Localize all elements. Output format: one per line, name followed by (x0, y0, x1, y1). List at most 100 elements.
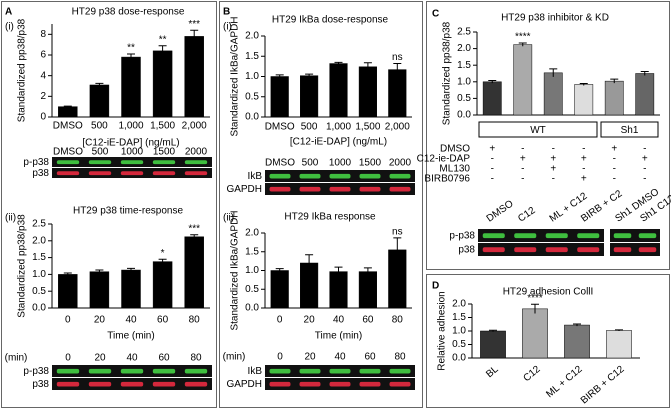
x-tick-label: 2,000 (385, 122, 410, 133)
y-tick-label: 6 (40, 50, 46, 61)
x-tick-label: 80 (189, 315, 201, 326)
blot-row-label: GAPDH (226, 379, 262, 390)
x-tick-label: BL (484, 364, 501, 381)
blot-band (389, 186, 411, 192)
blot-band (184, 171, 208, 176)
y-tick-label: 1.0 (245, 265, 259, 276)
treatment-sign: + (581, 154, 587, 165)
panel-label: D (432, 281, 439, 292)
blot-lane-label: 2000 (185, 147, 208, 158)
blot-band (56, 171, 80, 176)
blot-band (329, 186, 351, 192)
treatment-sign: - (521, 174, 524, 185)
group-box (600, 121, 659, 138)
blot-band (359, 173, 381, 179)
blot-band (152, 171, 176, 176)
error-bar (518, 42, 527, 47)
panel-label: A (5, 7, 12, 18)
blot-band (88, 160, 112, 165)
y-axis-label: Standardized pp38/p38 (17, 18, 28, 122)
error-bar (158, 258, 167, 264)
error-bar (488, 79, 497, 84)
chart-title: HT29 p38 inhibitor & KD (501, 13, 609, 24)
x-tick-label: 0 (277, 315, 283, 326)
blot-band (120, 160, 144, 165)
error-bar (275, 74, 284, 79)
blot-band (120, 381, 144, 387)
blot-lane-label: 20 (94, 353, 106, 364)
y-tick-label: 2.0 (32, 235, 46, 246)
x-tick-label: 40 (333, 315, 345, 326)
y-tick-label: 1.5 (452, 312, 466, 323)
panel-frame (219, 1, 423, 408)
error-bar (610, 78, 619, 84)
x-axis-label: [C12-iE-DAP] (ng/mL) (82, 138, 179, 149)
bar (574, 84, 594, 116)
significance-label: **** (527, 293, 543, 304)
treatment-name: DMSO (440, 144, 470, 155)
y-tick-label: 4 (40, 70, 46, 81)
x-axis-label: Time (min) (315, 331, 362, 342)
treatment-sign: - (643, 174, 646, 185)
x-tick-label: ML + C12 (544, 364, 585, 401)
y-tick-label: 1.0 (245, 71, 259, 82)
blot-row-label: GAPDH (226, 184, 262, 195)
blot-lane-label: 500 (92, 147, 109, 158)
blot-band (638, 247, 657, 253)
blot-lane-label: 80 (394, 352, 406, 363)
y-tick-label: 0 (40, 112, 46, 123)
group-label: WT (530, 125, 546, 136)
treatment-sign: + (550, 154, 556, 165)
blot-band (359, 368, 381, 374)
treatment-sign: - (491, 164, 494, 175)
treatment-sign: + (611, 144, 617, 155)
error-bar (95, 82, 104, 87)
blot-band (299, 186, 321, 192)
error-bar (363, 267, 372, 276)
y-tick-label: 2.0 (245, 228, 259, 239)
y-tick-label: 0.5 (457, 93, 471, 104)
error-bar (305, 73, 314, 78)
blot-lane-label: 0 (277, 352, 283, 363)
treatment-sign: - (491, 154, 494, 165)
blot-band (514, 233, 537, 239)
blot-band (613, 247, 632, 253)
y-tick-label: 8 (40, 29, 46, 40)
x-tick-label: 500 (301, 122, 318, 133)
significance-label: ** (127, 43, 135, 54)
bar (606, 330, 632, 359)
blot-band (482, 247, 505, 253)
significance-label: ** (159, 34, 167, 45)
bar (184, 236, 204, 309)
x-tick-label: DMSO (265, 122, 295, 133)
blot-strip (478, 243, 604, 256)
y-axis-label: Relative adhesion (437, 291, 448, 371)
blot-band (269, 173, 291, 179)
blot-band (329, 173, 351, 179)
blot-lane-label: DMSO (53, 147, 83, 158)
treatment-name: BIRB0796 (424, 174, 470, 185)
blot-row-label: p38 (32, 168, 49, 179)
bar (58, 106, 78, 118)
blot-band (56, 368, 80, 374)
treatment-sign: - (491, 174, 494, 185)
y-tick-label: 1.5 (245, 246, 259, 257)
y-axis-label: Standardized IkBa/GAPDH (230, 16, 241, 136)
y-tick-label: 2.5 (32, 219, 46, 230)
error-bar (363, 62, 372, 71)
panel-frame (426, 274, 670, 408)
blot-band (120, 171, 144, 176)
error-bar (158, 45, 167, 57)
blot-band (88, 381, 112, 387)
bar (121, 56, 141, 118)
bar (58, 274, 78, 309)
significance-label: ns (392, 52, 403, 63)
y-tick-label: 1.0 (32, 269, 46, 280)
treatment-sign: - (613, 164, 616, 175)
bar (270, 76, 289, 118)
blot-strip (478, 229, 604, 242)
bar (388, 69, 407, 118)
y-tick-label: 2.5 (457, 27, 471, 38)
y-tick-label: 0.0 (457, 110, 471, 121)
